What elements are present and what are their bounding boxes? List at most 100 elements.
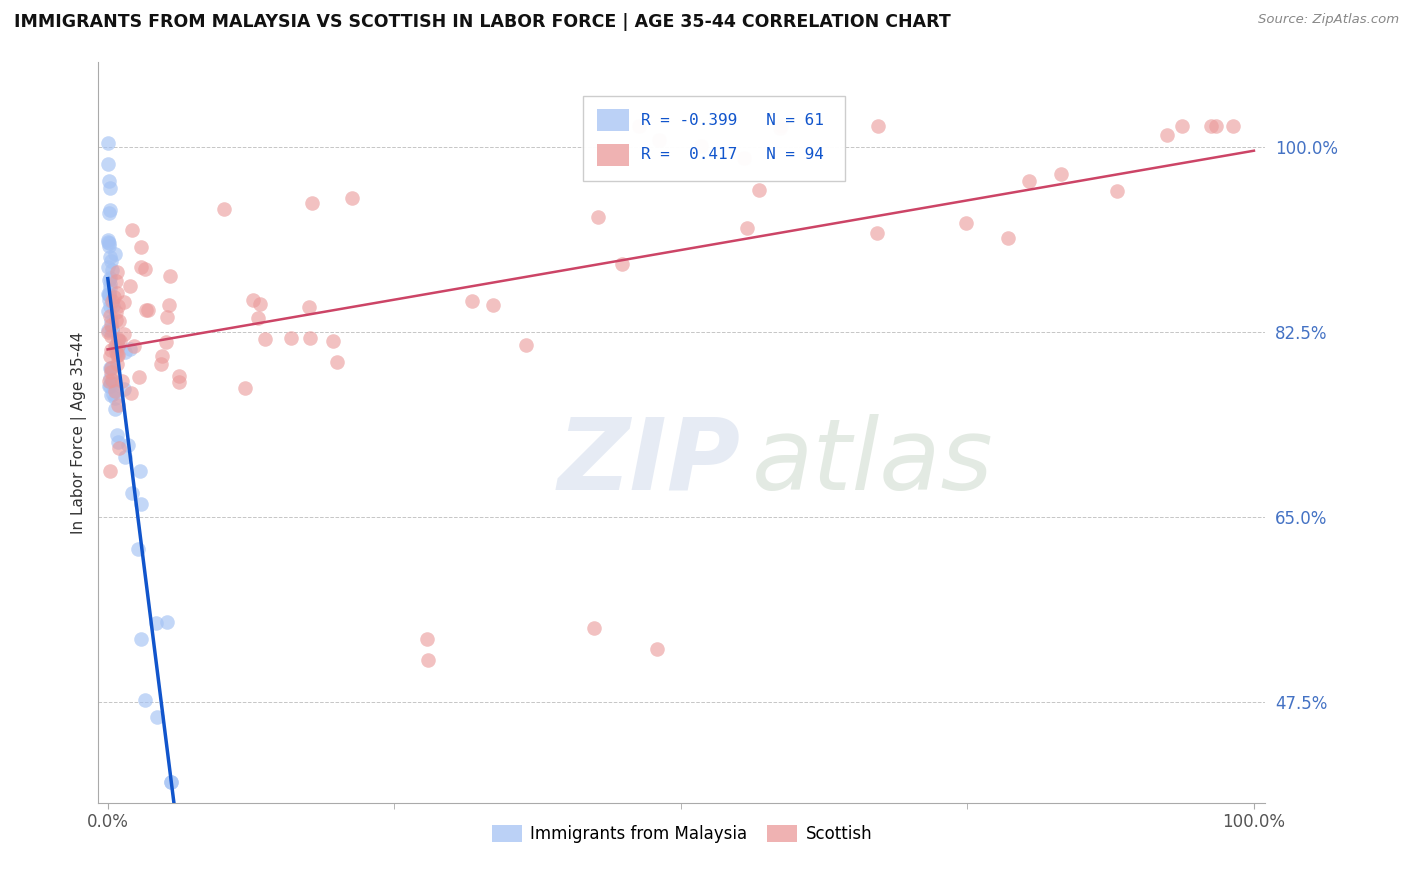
Point bbox=[101, 373, 124, 387]
Point bbox=[105, 345, 128, 359]
Point bbox=[1018, 174, 1040, 188]
Point bbox=[155, 615, 177, 629]
Point bbox=[100, 270, 122, 285]
Point bbox=[167, 369, 190, 384]
Point bbox=[735, 221, 758, 235]
Point bbox=[582, 621, 605, 635]
Y-axis label: In Labor Force | Age 35-44: In Labor Force | Age 35-44 bbox=[72, 332, 87, 533]
Point bbox=[101, 322, 124, 336]
Point bbox=[97, 235, 120, 249]
Point bbox=[98, 360, 121, 375]
Point bbox=[97, 326, 120, 340]
Point bbox=[100, 299, 122, 313]
Point bbox=[733, 151, 755, 165]
Point bbox=[247, 311, 270, 326]
Point bbox=[129, 497, 152, 511]
Point bbox=[98, 174, 121, 188]
Point bbox=[107, 265, 129, 279]
Point bbox=[104, 391, 127, 405]
Point bbox=[105, 305, 128, 319]
Text: ZIP: ZIP bbox=[557, 414, 741, 511]
Point bbox=[100, 314, 122, 328]
Point bbox=[107, 314, 129, 328]
Point bbox=[1199, 119, 1222, 133]
Point bbox=[97, 233, 120, 247]
Point bbox=[120, 385, 142, 400]
Point bbox=[690, 138, 713, 153]
Text: IMMIGRANTS FROM MALAYSIA VS SCOTTISH IN LABOR FORCE | AGE 35-44 CORRELATION CHAR: IMMIGRANTS FROM MALAYSIA VS SCOTTISH IN … bbox=[14, 13, 950, 31]
Point bbox=[233, 382, 256, 396]
Point bbox=[866, 119, 889, 133]
Point bbox=[129, 632, 152, 647]
Point bbox=[100, 262, 122, 277]
Point bbox=[770, 119, 793, 133]
Point bbox=[100, 250, 122, 264]
Point bbox=[104, 384, 127, 399]
Point bbox=[145, 615, 167, 630]
Point bbox=[98, 203, 121, 218]
Point bbox=[112, 326, 135, 341]
Point bbox=[98, 464, 121, 478]
Point bbox=[98, 238, 121, 252]
Point bbox=[97, 379, 120, 393]
Point bbox=[105, 357, 128, 371]
Point bbox=[104, 338, 127, 352]
Point bbox=[1049, 167, 1071, 181]
Point bbox=[114, 450, 136, 465]
Point bbox=[129, 260, 152, 275]
Point bbox=[97, 323, 120, 337]
Point bbox=[97, 206, 120, 220]
Point bbox=[98, 181, 121, 195]
Point bbox=[416, 653, 439, 667]
Point bbox=[98, 309, 121, 323]
Point bbox=[159, 269, 181, 284]
Point bbox=[100, 329, 122, 343]
Point bbox=[100, 376, 122, 391]
Point bbox=[112, 294, 135, 309]
Point bbox=[107, 333, 129, 347]
Point bbox=[107, 332, 129, 346]
Point bbox=[1105, 184, 1128, 198]
Point bbox=[97, 157, 120, 171]
Point bbox=[769, 121, 792, 136]
Point bbox=[100, 378, 122, 392]
Point bbox=[129, 240, 152, 254]
Point bbox=[242, 293, 264, 308]
Point bbox=[101, 293, 124, 308]
Point bbox=[150, 349, 173, 363]
Point bbox=[482, 298, 505, 312]
Point bbox=[645, 642, 668, 657]
Point bbox=[98, 293, 121, 307]
Point bbox=[118, 342, 141, 356]
Point bbox=[101, 387, 124, 401]
Point bbox=[1156, 128, 1178, 143]
Point bbox=[105, 274, 128, 288]
Point bbox=[159, 774, 181, 789]
Point bbox=[104, 377, 127, 392]
Text: atlas: atlas bbox=[752, 414, 994, 511]
Point bbox=[114, 344, 136, 359]
Point bbox=[136, 303, 159, 318]
Point bbox=[326, 355, 349, 369]
Point bbox=[100, 343, 122, 357]
Point bbox=[105, 313, 128, 327]
Point bbox=[628, 119, 651, 133]
Point bbox=[98, 277, 121, 292]
Point bbox=[98, 287, 121, 301]
Point bbox=[254, 332, 277, 346]
Point bbox=[135, 302, 157, 317]
Point bbox=[648, 133, 671, 147]
Point bbox=[117, 438, 139, 452]
Point bbox=[460, 293, 482, 308]
Point bbox=[280, 331, 302, 345]
Point bbox=[107, 428, 129, 442]
FancyBboxPatch shape bbox=[582, 95, 845, 181]
Point bbox=[107, 339, 129, 353]
Point bbox=[128, 370, 150, 384]
Point bbox=[98, 371, 121, 385]
Point bbox=[100, 365, 122, 379]
Point bbox=[107, 434, 129, 449]
Point bbox=[100, 254, 122, 268]
Point bbox=[155, 334, 177, 349]
Point bbox=[104, 401, 127, 416]
